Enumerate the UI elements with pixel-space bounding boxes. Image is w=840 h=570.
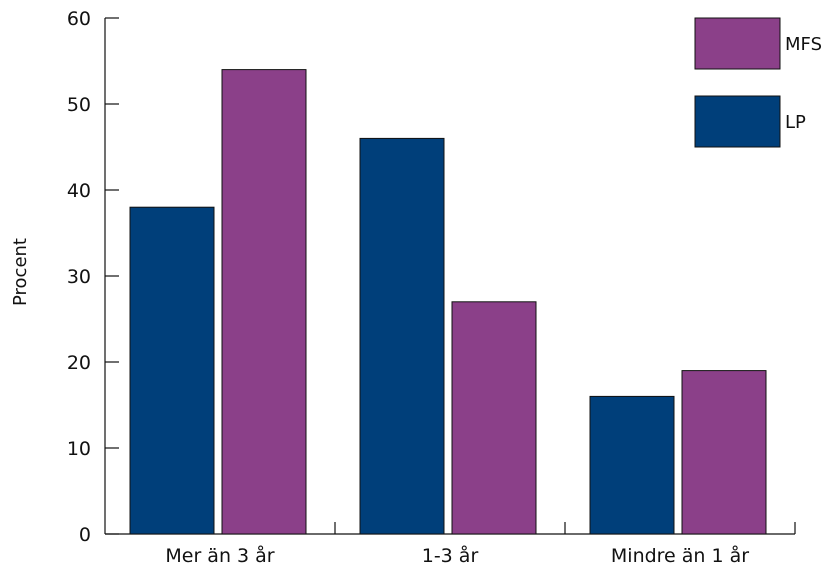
legend-label-lp: LP [785, 112, 806, 133]
bar-mfs-2 [451, 301, 537, 535]
legend-swatch-lp [694, 95, 781, 148]
x-category-label: 1-3 år [422, 544, 479, 567]
x-axis: Mer än 3 år 1-3 år Mindre än 1 år [105, 522, 796, 567]
bar-lp-3 [589, 395, 675, 535]
bar-mfs-1 [221, 69, 307, 535]
y-tick-label: 50 [67, 94, 91, 116]
bar-mfs-3 [681, 370, 767, 535]
y-tick-label: 0 [79, 524, 91, 546]
y-tick-label: 10 [67, 438, 91, 460]
y-tick-label: 20 [67, 352, 91, 374]
y-axis-title: Procent [10, 238, 31, 306]
bars [129, 69, 767, 535]
legend-swatch-mfs [694, 17, 781, 70]
legend: MFS LP [694, 17, 822, 148]
legend-label-mfs: MFS [785, 34, 822, 55]
bar-lp-2 [359, 137, 445, 535]
y-tick-label: 40 [67, 180, 91, 202]
x-category-label: Mer än 3 år [165, 544, 274, 567]
bar-lp-1 [129, 206, 215, 535]
x-category-label: Mindre än 1 år [611, 544, 749, 567]
y-axis: 0 10 20 30 40 50 60 [67, 8, 119, 546]
y-tick-label: 30 [67, 266, 91, 288]
y-tick-label: 60 [67, 8, 91, 30]
